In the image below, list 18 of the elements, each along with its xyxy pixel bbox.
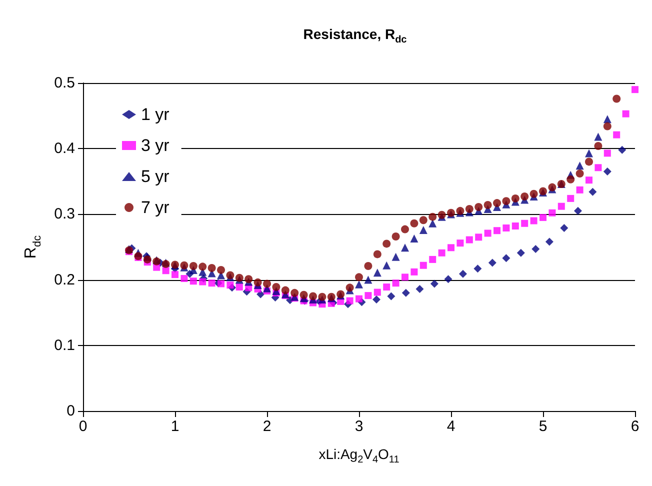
- y-tick-label: 0.3: [54, 206, 75, 223]
- x-tick-label: 6: [630, 418, 640, 435]
- legend-label: 3 yr: [141, 136, 170, 155]
- legend-label: 5 yr: [141, 167, 170, 186]
- y-tick-label: 0: [66, 402, 75, 420]
- legend-label: 1 yr: [141, 105, 170, 124]
- legend-label: 7 yr: [141, 198, 170, 217]
- y-tick-label: 0.5: [54, 74, 75, 92]
- x-tick-label: 3: [354, 418, 364, 435]
- x-tick-label: 1: [170, 418, 180, 435]
- x-tick-label: 2: [262, 418, 272, 435]
- x-tick-label: 4: [446, 418, 456, 435]
- x-tick-label: 0: [78, 418, 88, 435]
- x-tick-label: 5: [538, 418, 548, 435]
- y-tick-label: 0.2: [54, 271, 75, 288]
- y-tick-label: 0.1: [54, 336, 75, 354]
- y-axis-title: Rdc: [22, 234, 44, 259]
- y-tick-label: 0.4: [54, 140, 75, 158]
